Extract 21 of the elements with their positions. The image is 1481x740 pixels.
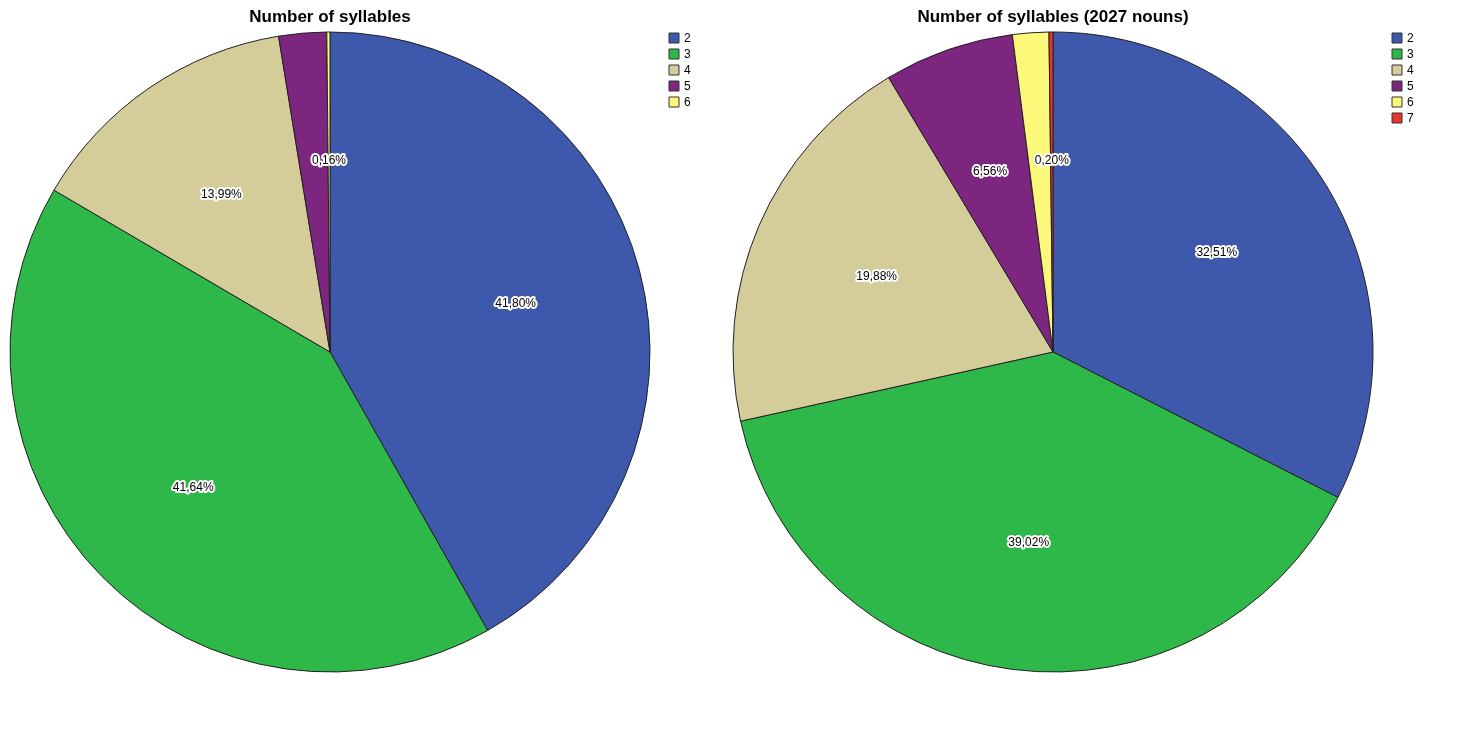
data-label: 41,80% xyxy=(495,296,537,311)
data-label: 0,20% xyxy=(1034,153,1070,167)
data-label: 19,88% xyxy=(856,269,898,284)
legend-label: 6 xyxy=(1407,95,1414,109)
data-label: 6,56% xyxy=(973,163,1008,178)
chart-title: Number of syllables (2027 nouns) xyxy=(917,7,1189,26)
legend-label: 5 xyxy=(1407,79,1414,93)
legend-label: 3 xyxy=(684,47,691,61)
legend-label: 7 xyxy=(1407,111,1414,125)
legend-label: 3 xyxy=(1407,47,1414,61)
legend-label: 4 xyxy=(684,63,691,77)
legend-label: 5 xyxy=(684,79,691,93)
legend-label: 2 xyxy=(1407,31,1414,45)
legend-label: 2 xyxy=(684,31,691,45)
legend-label: 6 xyxy=(684,95,691,109)
data-label: 13,99% xyxy=(201,186,243,201)
legend-label: 4 xyxy=(1407,63,1414,77)
data-label: 32,51% xyxy=(1196,244,1238,259)
data-label: 39,02% xyxy=(1008,535,1050,550)
chart-title: Number of syllables xyxy=(249,7,411,26)
data-label: 41,64% xyxy=(172,479,214,494)
